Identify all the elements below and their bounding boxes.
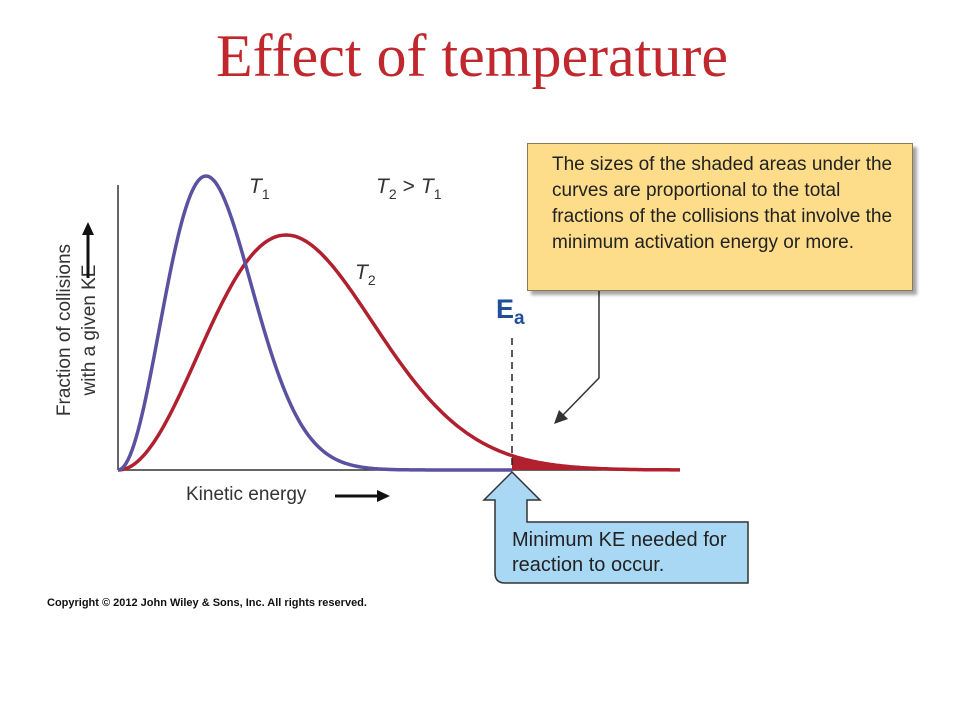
callout-bottom-text: Minimum KE needed for reaction to occur. bbox=[512, 529, 727, 576]
copyright: Copyright © 2012 John Wiley & Sons, Inc.… bbox=[47, 597, 367, 609]
t2-label: T2 bbox=[355, 261, 376, 288]
x-axis-label: Kinetic energy bbox=[186, 484, 307, 505]
ea-label-sub: a bbox=[514, 308, 525, 329]
callout-bottom-box bbox=[482, 470, 749, 584]
callout-top-pointer bbox=[554, 290, 600, 424]
y-axis-label-line2: with a given KE bbox=[79, 265, 100, 397]
x-axis-arrow bbox=[335, 490, 390, 502]
y-axis-label: Fraction of collisions with a given KE bbox=[54, 244, 100, 416]
t2-curve bbox=[117, 233, 680, 472]
callout-top: The sizes of the shaded areas under the … bbox=[527, 143, 913, 291]
temperature-relation: T2 > T1 bbox=[376, 175, 442, 202]
t1-curve bbox=[117, 174, 512, 472]
y-axis-label-line1: Fraction of collisions bbox=[54, 244, 75, 416]
ea-label-base: E bbox=[496, 294, 514, 324]
y-axis-arrow bbox=[82, 222, 94, 278]
ea-label: Ea bbox=[496, 294, 525, 329]
t1-label: T1 bbox=[249, 175, 270, 202]
slide-title: Effect of temperature bbox=[216, 23, 728, 89]
